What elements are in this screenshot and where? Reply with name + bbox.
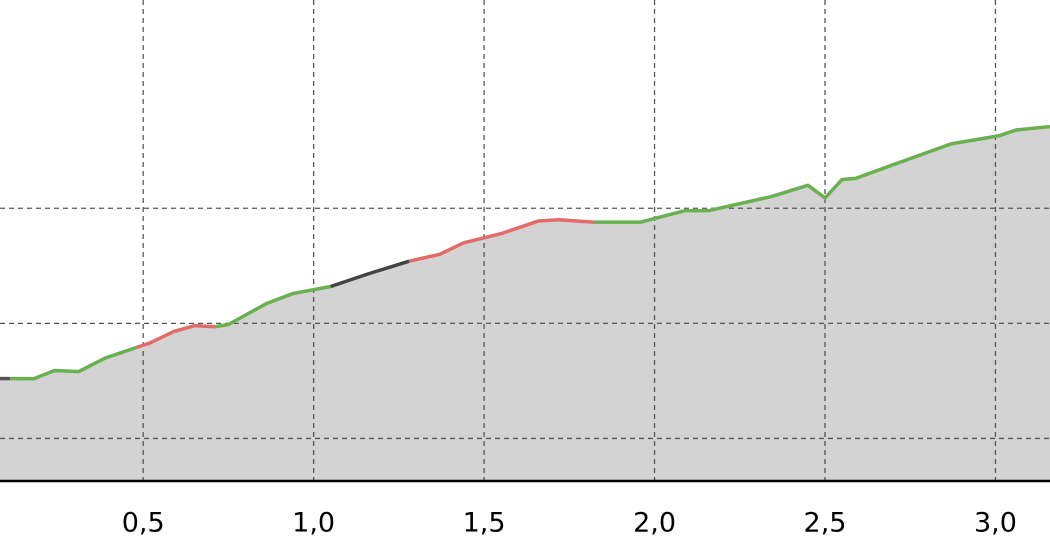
- area: [330, 260, 410, 482]
- line: [10, 345, 137, 381]
- line: [593, 124, 1050, 224]
- line: [135, 323, 215, 350]
- line: [330, 259, 410, 289]
- x-tick-label: 3,0: [974, 508, 1017, 539]
- x-tick-label: 1,5: [463, 508, 506, 539]
- line: [408, 218, 594, 263]
- area: [408, 219, 594, 482]
- area: [592, 126, 1050, 482]
- area: [0, 378, 11, 482]
- x-tick-label: 1,0: [292, 508, 335, 539]
- x-tick-label: 0,5: [122, 508, 165, 539]
- x-tick-label: 2,0: [633, 508, 676, 539]
- area: [135, 325, 216, 482]
- area: [9, 346, 137, 482]
- x-tick-label: 2,5: [804, 508, 847, 539]
- line: [214, 284, 331, 329]
